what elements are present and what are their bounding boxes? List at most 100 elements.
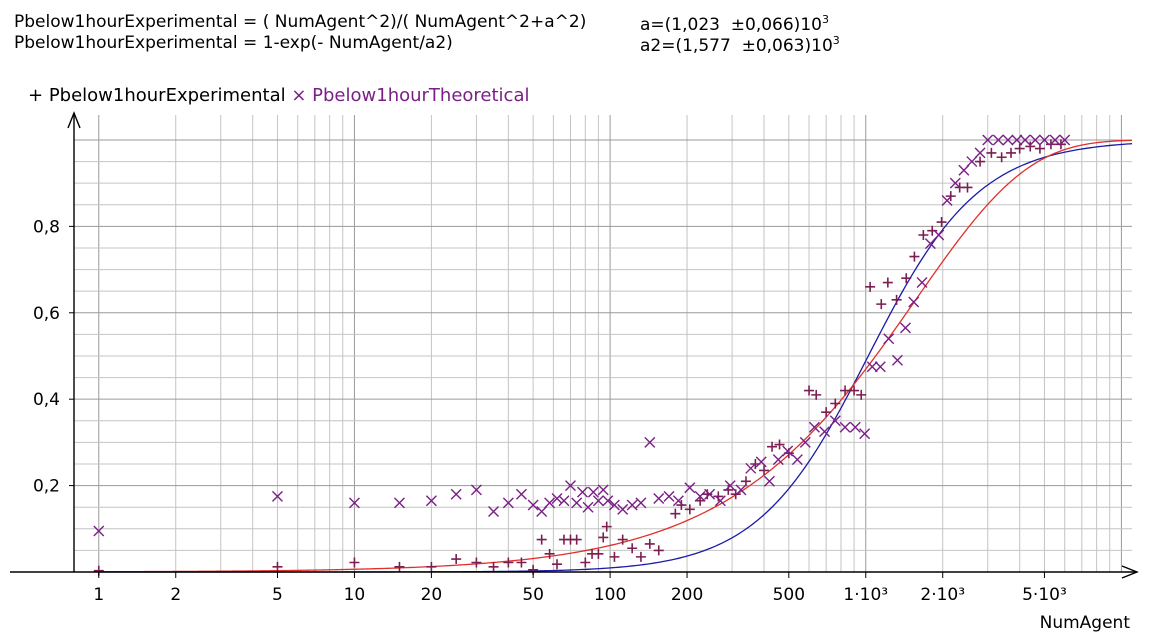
point-theoretical xyxy=(393,497,405,509)
point-theoretical xyxy=(883,333,895,345)
point-theoretical xyxy=(1029,134,1041,146)
x-tick-label: 5 xyxy=(272,585,283,605)
point-theoretical xyxy=(866,361,878,373)
point-theoretical xyxy=(470,484,482,496)
point-experimental xyxy=(865,281,876,292)
point-theoretical xyxy=(488,506,500,518)
point-theoretical xyxy=(772,454,784,466)
point-experimental xyxy=(986,147,997,158)
point-experimental xyxy=(840,385,851,396)
point-theoretical xyxy=(608,499,620,511)
point-theoretical xyxy=(450,488,462,500)
tick-labels: 1 2 5 10 20 50 100 200 500 1·10³ 2·10³ 5·10³ 0,2 0,4 0… xyxy=(33,217,1130,633)
point-theoretical xyxy=(592,495,604,507)
point-experimental xyxy=(601,521,612,532)
x-tick-label: 5·10³ xyxy=(1022,585,1067,605)
x-tick-label: 2·10³ xyxy=(920,585,965,605)
point-theoretical xyxy=(502,497,514,509)
x-tick-label: 1·10³ xyxy=(843,585,888,605)
point-theoretical xyxy=(515,488,527,500)
legend-label-experimental: Pbelow1hourExperimental xyxy=(48,85,286,106)
point-theoretical xyxy=(672,495,684,507)
y-tick-label: 0,2 xyxy=(33,477,60,497)
point-theoretical xyxy=(544,497,556,509)
point-experimental xyxy=(503,557,514,568)
point-experimental xyxy=(901,273,912,284)
point-theoretical xyxy=(587,486,599,498)
point-theoretical xyxy=(735,484,747,496)
point-theoretical xyxy=(916,277,928,289)
point-experimental xyxy=(909,251,920,262)
legend: + Pbelow1hourExperimental × Pbelow1hourT… xyxy=(28,85,529,106)
point-theoretical xyxy=(1011,134,1023,146)
x-tick-label: 1 xyxy=(93,585,104,605)
point-theoretical xyxy=(992,134,1004,146)
point-experimental xyxy=(571,534,582,545)
point-theoretical xyxy=(799,436,811,448)
point-theoretical xyxy=(849,421,861,433)
point-experimental xyxy=(804,385,815,396)
point-experimental xyxy=(821,407,832,418)
point-theoretical xyxy=(635,497,647,509)
x-tick-label: 2 xyxy=(170,585,181,605)
point-theoretical xyxy=(808,421,820,433)
point-experimental xyxy=(394,561,405,572)
point-theoretical xyxy=(644,436,656,448)
point-theoretical xyxy=(271,490,283,502)
point-experimental xyxy=(856,389,867,400)
point-experimental xyxy=(996,152,1007,163)
legend-label-theoretical: Pbelow1hourTheoretical xyxy=(312,85,530,106)
point-theoretical xyxy=(829,415,841,427)
point-theoretical xyxy=(571,497,583,509)
point-experimental xyxy=(684,504,695,515)
point-experimental xyxy=(676,500,687,511)
point-theoretical xyxy=(839,421,851,433)
point-theoretical xyxy=(597,484,609,496)
point-experimental xyxy=(918,230,929,241)
point-theoretical xyxy=(626,499,638,511)
point-experimental xyxy=(876,299,887,310)
point-theoretical xyxy=(974,147,986,159)
x-tick-label: 20 xyxy=(421,585,443,605)
point-theoretical xyxy=(714,495,726,507)
fit-curve-hill xyxy=(98,143,1133,573)
point-theoretical xyxy=(899,322,911,334)
grid xyxy=(74,115,1132,572)
point-experimental xyxy=(451,554,462,565)
point-experimental xyxy=(830,398,841,409)
point-experimental xyxy=(1025,141,1036,152)
point-experimental xyxy=(653,545,664,556)
point-theoretical xyxy=(782,445,794,457)
data-points xyxy=(93,134,1071,576)
point-experimental xyxy=(811,389,822,400)
x-axis-label: NumAgent xyxy=(1040,613,1131,633)
point-theoretical xyxy=(565,480,576,492)
point-theoretical xyxy=(577,486,589,498)
fit-curve-exponential xyxy=(98,139,1133,573)
point-experimental xyxy=(536,534,547,545)
point-experimental xyxy=(627,543,638,554)
fit-formula-1: Pbelow1hourExperimental = ( NumAgent^2)/… xyxy=(14,12,587,32)
y-tick-label: 0,6 xyxy=(33,304,60,324)
point-experimental xyxy=(1014,143,1025,154)
point-theoretical xyxy=(908,296,920,308)
point-theoretical xyxy=(425,495,437,507)
point-experimental xyxy=(962,182,973,193)
point-theoretical xyxy=(558,495,570,507)
point-experimental xyxy=(593,548,604,559)
point-theoretical xyxy=(551,493,563,505)
point-experimental xyxy=(759,465,770,476)
point-theoretical xyxy=(663,490,675,502)
x-tick-label: 50 xyxy=(522,585,544,605)
point-experimental xyxy=(670,508,681,519)
y-axis-arrow-icon xyxy=(67,111,81,129)
point-theoretical xyxy=(1049,134,1061,146)
point-theoretical xyxy=(941,194,953,206)
point-theoretical xyxy=(602,495,614,507)
point-experimental xyxy=(471,557,482,568)
point-experimental xyxy=(927,225,938,236)
point-experimental xyxy=(975,156,986,167)
point-experimental xyxy=(552,559,563,570)
cross-marker-icon: × xyxy=(285,85,313,106)
